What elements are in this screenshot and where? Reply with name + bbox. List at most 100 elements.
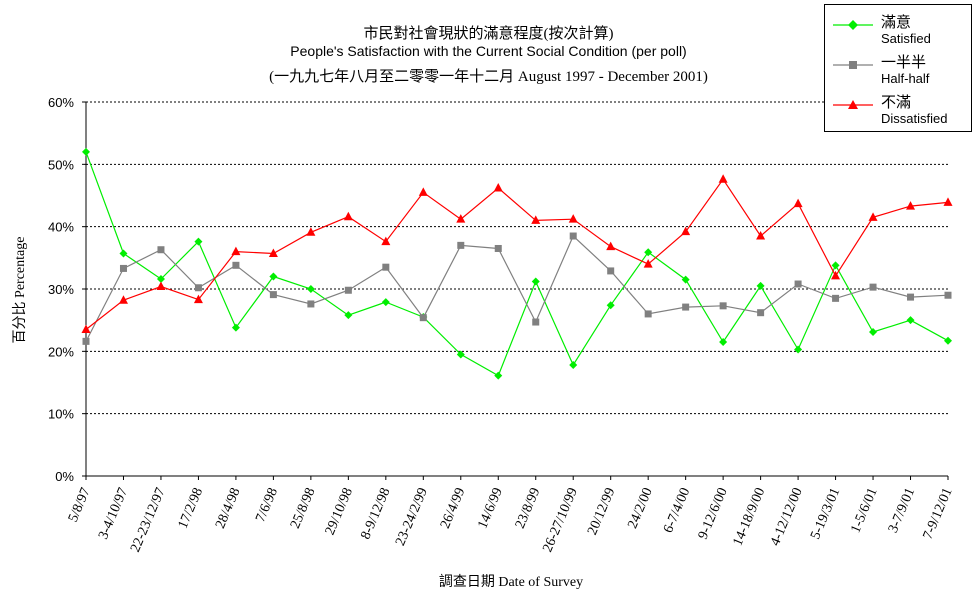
chart-subtitle: (一九九七年八月至二零零一年十二月 August 1997 - December… <box>269 69 708 85</box>
series-group <box>81 147 953 380</box>
data-point-dissatisfied <box>943 197 953 206</box>
legend-swatch-dissatisfied <box>833 100 873 109</box>
legend-label-en: Dissatisfied <box>881 111 948 126</box>
y-tick-label: 30% <box>48 282 74 297</box>
data-point-half-half <box>907 293 915 301</box>
legend-item-satisfied: 滿意 Satisfied <box>825 9 971 51</box>
data-point-satisfied <box>194 237 203 246</box>
data-point-satisfied <box>456 350 465 359</box>
data-point-half-half <box>382 263 390 271</box>
x-tick-label: 20/12/99 <box>585 486 618 538</box>
data-point-satisfied <box>82 147 90 156</box>
data-point-half-half <box>82 337 90 345</box>
data-point-dissatisfied <box>343 211 353 221</box>
data-point-half-half <box>832 294 840 302</box>
y-tick-label: 10% <box>48 407 74 422</box>
data-point-satisfied <box>569 361 578 370</box>
y-tick-label: 40% <box>48 220 74 235</box>
data-point-half-half <box>644 310 652 318</box>
data-point-half-half <box>794 280 802 288</box>
x-tick-label: 14-18/9/00 <box>730 486 768 548</box>
data-point-half-half <box>869 283 877 291</box>
data-point-half-half <box>607 267 615 275</box>
legend-item-dissatisfied: 不滿 Dissatisfied <box>825 89 971 131</box>
data-point-dissatisfied <box>531 215 541 224</box>
data-point-half-half <box>119 264 127 272</box>
data-point-half-half <box>344 286 352 294</box>
data-point-satisfied <box>756 281 765 290</box>
x-axis-label: 調查日期 Date of Survey <box>439 574 583 590</box>
x-tick-label: 7-9/12/01 <box>921 486 956 542</box>
legend-label-en: Satisfied <box>881 31 931 46</box>
y-tick-label: 50% <box>48 157 74 172</box>
series-line-satisfied <box>85 151 949 377</box>
data-point-satisfied <box>381 298 390 307</box>
x-tick-label: 14/6/99 <box>475 486 506 531</box>
x-tick-label: 23-24/2/99 <box>393 486 431 548</box>
x-tick-label: 8-9/12/98 <box>358 486 393 542</box>
data-point-dissatisfied <box>568 214 578 223</box>
data-point-half-half <box>194 284 202 292</box>
x-tick-label: 24/2/00 <box>625 486 656 531</box>
data-point-satisfied <box>944 336 952 345</box>
axes <box>82 101 949 480</box>
chart-title-en: People's Satisfaction with the Current S… <box>290 43 687 59</box>
x-tick-label: 25/8/98 <box>288 486 319 531</box>
x-tick-label: 23/8/99 <box>513 486 544 531</box>
legend-swatch-satisfied <box>833 20 873 30</box>
data-point-satisfied <box>831 261 840 270</box>
data-point-satisfied <box>869 328 878 337</box>
data-point-satisfied <box>906 316 915 325</box>
data-point-half-half <box>532 318 540 326</box>
x-tick-label: 3-4/10/97 <box>96 486 131 542</box>
legend-label-zh: 一半半 <box>881 55 927 71</box>
x-tick-label: 26-27/10/99 <box>540 486 581 555</box>
data-point-half-half <box>307 300 315 308</box>
data-point-dissatisfied <box>231 246 241 256</box>
legend-label-zh: 不滿 <box>881 95 912 111</box>
data-point-half-half <box>494 244 502 252</box>
data-point-half-half <box>269 291 277 299</box>
data-point-half-half <box>457 241 465 249</box>
x-tick-label: 4-12/12/00 <box>768 486 806 548</box>
data-point-satisfied <box>681 275 690 284</box>
x-tick-label: 29/10/98 <box>323 486 356 538</box>
data-point-half-half <box>232 261 240 269</box>
x-tick-label: 6-7/4/00 <box>661 486 693 536</box>
data-point-half-half <box>944 291 952 299</box>
data-point-dissatisfied <box>306 227 316 236</box>
data-point-satisfied <box>719 337 728 346</box>
data-point-dissatisfied <box>868 212 878 221</box>
data-point-satisfied <box>119 249 128 258</box>
data-point-half-half <box>757 309 765 317</box>
data-point-satisfied <box>344 311 353 320</box>
data-point-dissatisfied <box>456 214 466 223</box>
data-point-dissatisfied <box>793 198 803 208</box>
legend-swatch-half-half <box>833 61 873 69</box>
data-point-dissatisfied <box>681 226 691 236</box>
legend-label-zh: 滿意 <box>881 15 912 31</box>
data-point-satisfied <box>306 285 315 293</box>
legend-label-en: Half-half <box>881 71 930 86</box>
data-point-satisfied <box>606 301 615 310</box>
data-point-dissatisfied <box>156 281 166 291</box>
data-point-dissatisfied <box>193 294 203 304</box>
data-point-dissatisfied <box>118 295 128 304</box>
data-point-satisfied <box>156 275 165 284</box>
data-point-dissatisfied <box>718 174 728 183</box>
data-point-half-half <box>569 232 577 240</box>
data-point-half-half <box>419 314 427 322</box>
data-point-dissatisfied <box>493 183 503 192</box>
x-tick-label: 1-5/6/01 <box>848 486 880 536</box>
data-point-satisfied <box>494 371 503 380</box>
data-point-dissatisfied <box>643 259 653 268</box>
data-point-dissatisfied <box>606 241 616 251</box>
legend-item-half-half: 一半半 Half-half <box>825 49 971 91</box>
x-tick-label: 5/8/97 <box>66 486 94 525</box>
data-point-satisfied <box>794 345 803 354</box>
y-tick-label: 60% <box>48 95 74 110</box>
y-axis-label: 百分比 Percentage <box>12 237 28 344</box>
x-tick-label: 26/4/99 <box>438 486 469 531</box>
chart-title-zh: 市民對社會現狀的滿意程度(按次計算) <box>363 26 614 42</box>
